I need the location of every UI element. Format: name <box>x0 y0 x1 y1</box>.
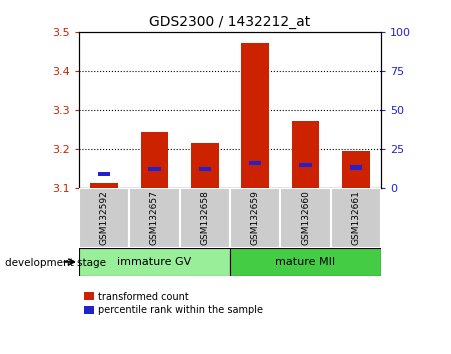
Text: GSM132660: GSM132660 <box>301 190 310 245</box>
Bar <box>129 188 179 248</box>
Bar <box>281 188 331 248</box>
Bar <box>342 152 370 188</box>
Bar <box>141 132 168 188</box>
Bar <box>350 165 362 170</box>
Bar <box>292 121 319 188</box>
Bar <box>191 143 219 188</box>
Bar <box>230 248 381 276</box>
Bar <box>249 161 262 165</box>
Bar <box>148 167 161 171</box>
Title: GDS2300 / 1432212_at: GDS2300 / 1432212_at <box>149 16 311 29</box>
Bar <box>331 188 381 248</box>
Text: immature GV: immature GV <box>117 257 192 267</box>
Text: GSM132592: GSM132592 <box>100 190 109 245</box>
Bar <box>241 43 269 188</box>
Text: GSM132661: GSM132661 <box>351 190 360 245</box>
Bar <box>179 188 230 248</box>
Bar <box>79 248 230 276</box>
Text: development stage: development stage <box>5 258 106 268</box>
Legend: transformed count, percentile rank within the sample: transformed count, percentile rank withi… <box>84 292 263 315</box>
Text: mature MII: mature MII <box>276 257 336 267</box>
Bar <box>299 163 312 167</box>
Text: GSM132658: GSM132658 <box>200 190 209 245</box>
Bar <box>230 188 281 248</box>
Text: GSM132659: GSM132659 <box>251 190 260 245</box>
Bar <box>198 167 211 171</box>
Bar <box>90 183 118 188</box>
Text: GSM132657: GSM132657 <box>150 190 159 245</box>
Bar <box>98 172 110 176</box>
Bar <box>79 188 129 248</box>
